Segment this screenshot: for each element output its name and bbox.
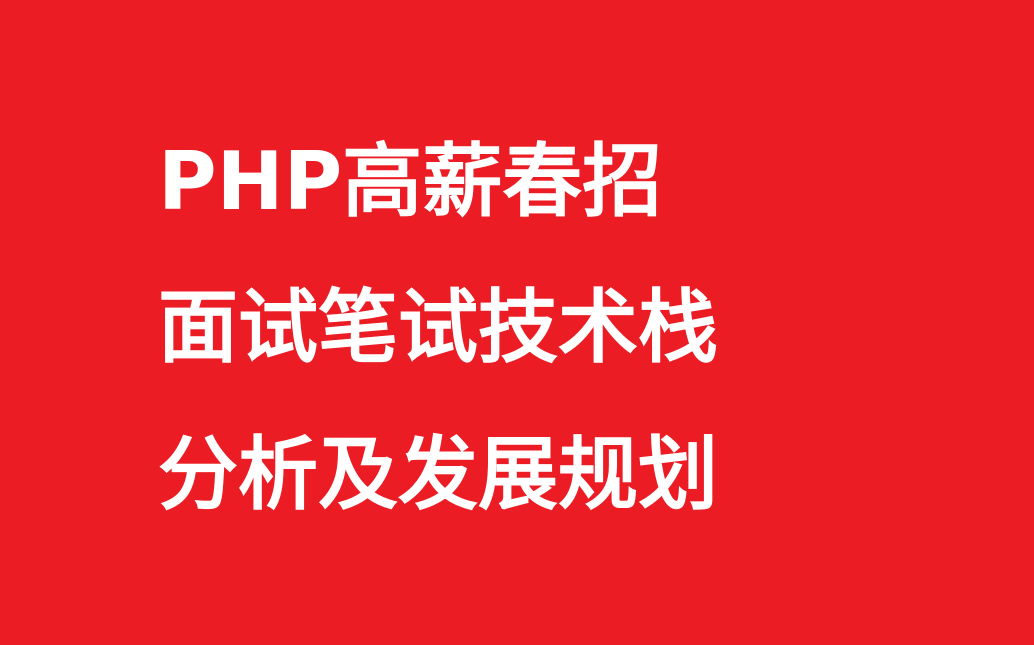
title-line-3: 分析及发展规划 bbox=[158, 428, 718, 521]
title-line-1: PHP高薪春招 bbox=[158, 135, 663, 228]
title-line-2: 面试笔试技术栈 bbox=[158, 281, 718, 374]
